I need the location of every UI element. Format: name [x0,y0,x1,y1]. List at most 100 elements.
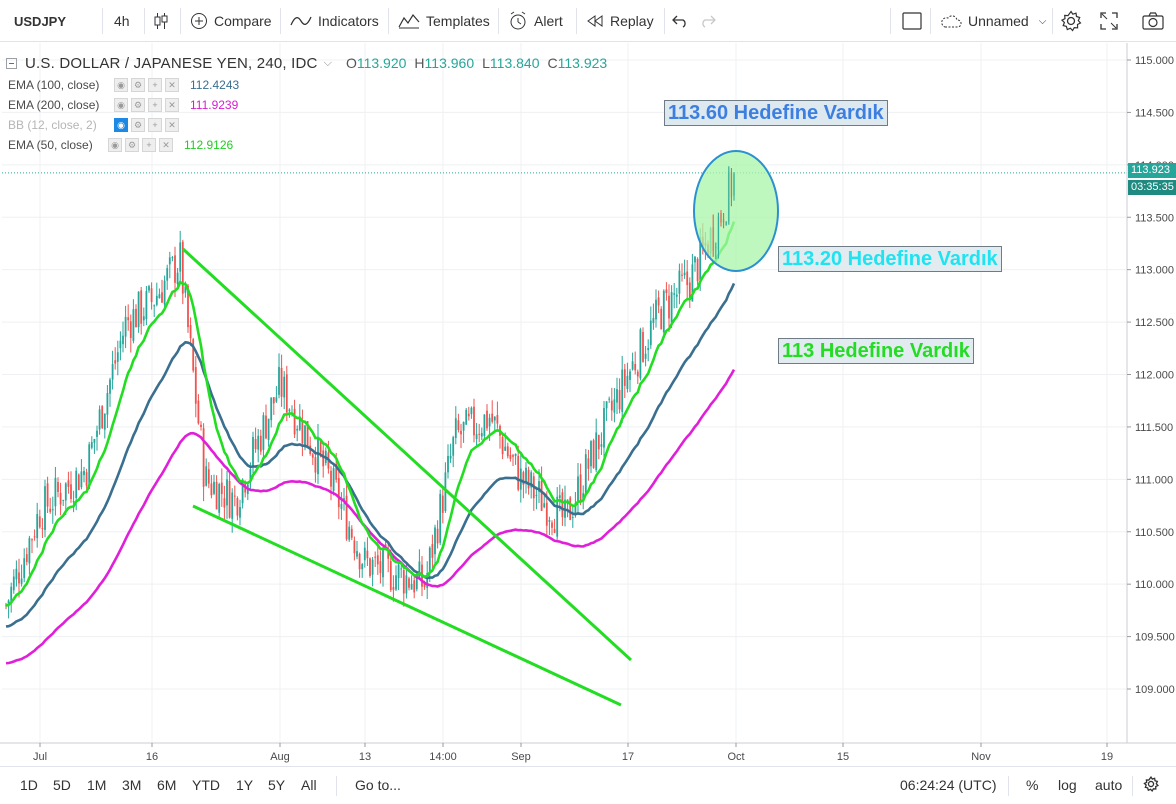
annotation-target-113-60[interactable]: 113.60 Hedefine Vardık [664,100,888,126]
candle-body [249,469,252,482]
price-tick-label: 113.500 [1135,212,1174,224]
fullscreen-select-button[interactable] [902,0,928,42]
candle-body [129,321,132,338]
utc-clock[interactable]: 06:24:24 (UTC) [900,767,996,803]
range-6m-button[interactable]: 6M [157,767,176,803]
indicators-button[interactable]: Indicators [290,0,379,42]
lower-trendline [192,504,622,707]
eye-icon[interactable]: ◉ [114,118,128,132]
candle-body [535,494,538,496]
range-5d-button[interactable]: 5D [53,767,71,803]
time-axis: Jul 16 Aug 13 14:00 Sep 17 Oct 15 Nov 19 [0,742,1176,763]
plus-icon[interactable]: + [148,98,162,112]
auto-scale-button[interactable]: auto [1095,767,1122,803]
layout-name-button[interactable]: Unnamed ⌵ [940,0,1046,42]
chart-area[interactable]: 115.000114.500114.000113.500113.000112.5… [0,43,1176,765]
alert-button[interactable]: Alert [508,0,563,42]
templates-button[interactable]: Templates [398,0,490,42]
candle-body [636,371,639,377]
candle-body [20,578,23,584]
candle-body [145,291,148,319]
replay-button[interactable]: Replay [586,0,654,42]
candle-body [267,418,270,441]
snapshot-button[interactable] [1142,0,1170,42]
price-tick-label: 109.500 [1135,632,1175,644]
chart-type-button[interactable] [154,0,174,42]
candle-body [592,440,595,468]
annotation-target-113-20[interactable]: 113.20 Hedefine Vardık [778,246,1002,272]
candle-body [655,299,657,320]
range-ytd-button[interactable]: YTD [192,767,220,803]
close-icon[interactable]: ✕ [165,98,179,112]
plus-icon[interactable]: + [142,138,156,152]
annotation-target-113[interactable]: 113 Hedefine Vardık [778,338,974,364]
eye-icon[interactable]: ◉ [114,78,128,92]
gear-icon[interactable]: ⚙ [131,98,145,112]
goto-date-button[interactable]: Go to... [355,767,401,803]
rewind-icon [586,14,604,28]
candle-body [192,339,195,371]
range-all-button[interactable]: All [301,767,317,803]
log-label: log [1058,777,1077,793]
eye-icon[interactable]: ◉ [114,98,128,112]
range-5y-button[interactable]: 5Y [268,767,285,803]
undo-button[interactable] [672,0,694,42]
candle-body [176,272,179,285]
candle-body [285,374,288,413]
plus-icon[interactable]: + [148,118,162,132]
candle-body [44,486,46,530]
indicator-row-ema100[interactable]: EMA (100, close) ◉ ⚙ + ✕ 112.4243 [8,76,239,94]
range-3m-button[interactable]: 3M [122,767,141,803]
candle-body [691,264,694,302]
candle-body [148,286,150,291]
eye-icon[interactable]: ◉ [108,138,122,152]
candle-body [473,406,475,436]
ohlc-low: L113.840 [482,55,540,71]
candle-body [18,572,20,584]
time-tick-label: Nov [971,751,991,763]
price-tick-label: 111.500 [1135,422,1173,434]
candles-icon [154,12,168,30]
range-label: 3M [122,777,142,793]
indicator-row-ema200[interactable]: EMA (200, close) ◉ ⚙ + ✕ 111.9239 [8,96,238,114]
settings-button[interactable] [1060,0,1088,42]
redo-button[interactable] [700,0,722,42]
candle-body [465,409,468,425]
range-1m-button[interactable]: 1M [87,767,106,803]
close-icon[interactable]: ✕ [165,78,179,92]
candle-body [207,469,210,484]
candle-body [436,528,439,544]
close-icon[interactable]: ✕ [165,118,179,132]
chevron-down-icon[interactable]: ⌵ [323,56,332,69]
candle-body [205,466,208,486]
compare-button[interactable]: Compare [190,0,272,42]
collapse-legend-button[interactable] [6,57,17,69]
candle-body [506,446,509,457]
candle-body [454,418,457,439]
plus-icon[interactable]: + [148,78,162,92]
symbol-search-button[interactable]: USDJPY [14,0,66,42]
interval-button[interactable]: 4h [114,0,130,42]
candle-body [514,453,517,456]
indicator-row-ema50[interactable]: EMA (50, close) ◉ ⚙ + ✕ 112.9126 [8,136,233,154]
gear-icon[interactable]: ⚙ [131,118,145,132]
candle-body [304,425,306,448]
candle-body [314,457,317,473]
gear-icon[interactable]: ⚙ [125,138,139,152]
candle-body [434,527,436,555]
candle-body [140,290,143,324]
range-1y-button[interactable]: 1Y [236,767,253,803]
range-1d-button[interactable]: 1D [20,767,38,803]
candle-body [293,408,296,435]
indicator-row-bb[interactable]: BB (12, close, 2) ◉ ⚙ + ✕ [8,116,190,134]
chart-settings-button[interactable] [1143,767,1159,803]
candle-body [527,469,530,489]
gear-icon[interactable]: ⚙ [131,78,145,92]
percent-scale-button[interactable]: % [1026,767,1038,803]
close-icon[interactable]: ✕ [159,138,173,152]
log-scale-button[interactable]: log [1058,767,1077,803]
candle-body [428,547,431,572]
fullscreen-button[interactable] [1100,0,1124,42]
price-chart[interactable]: 115.000114.500114.000113.500113.000112.5… [0,43,1176,765]
candle-body [548,520,551,522]
